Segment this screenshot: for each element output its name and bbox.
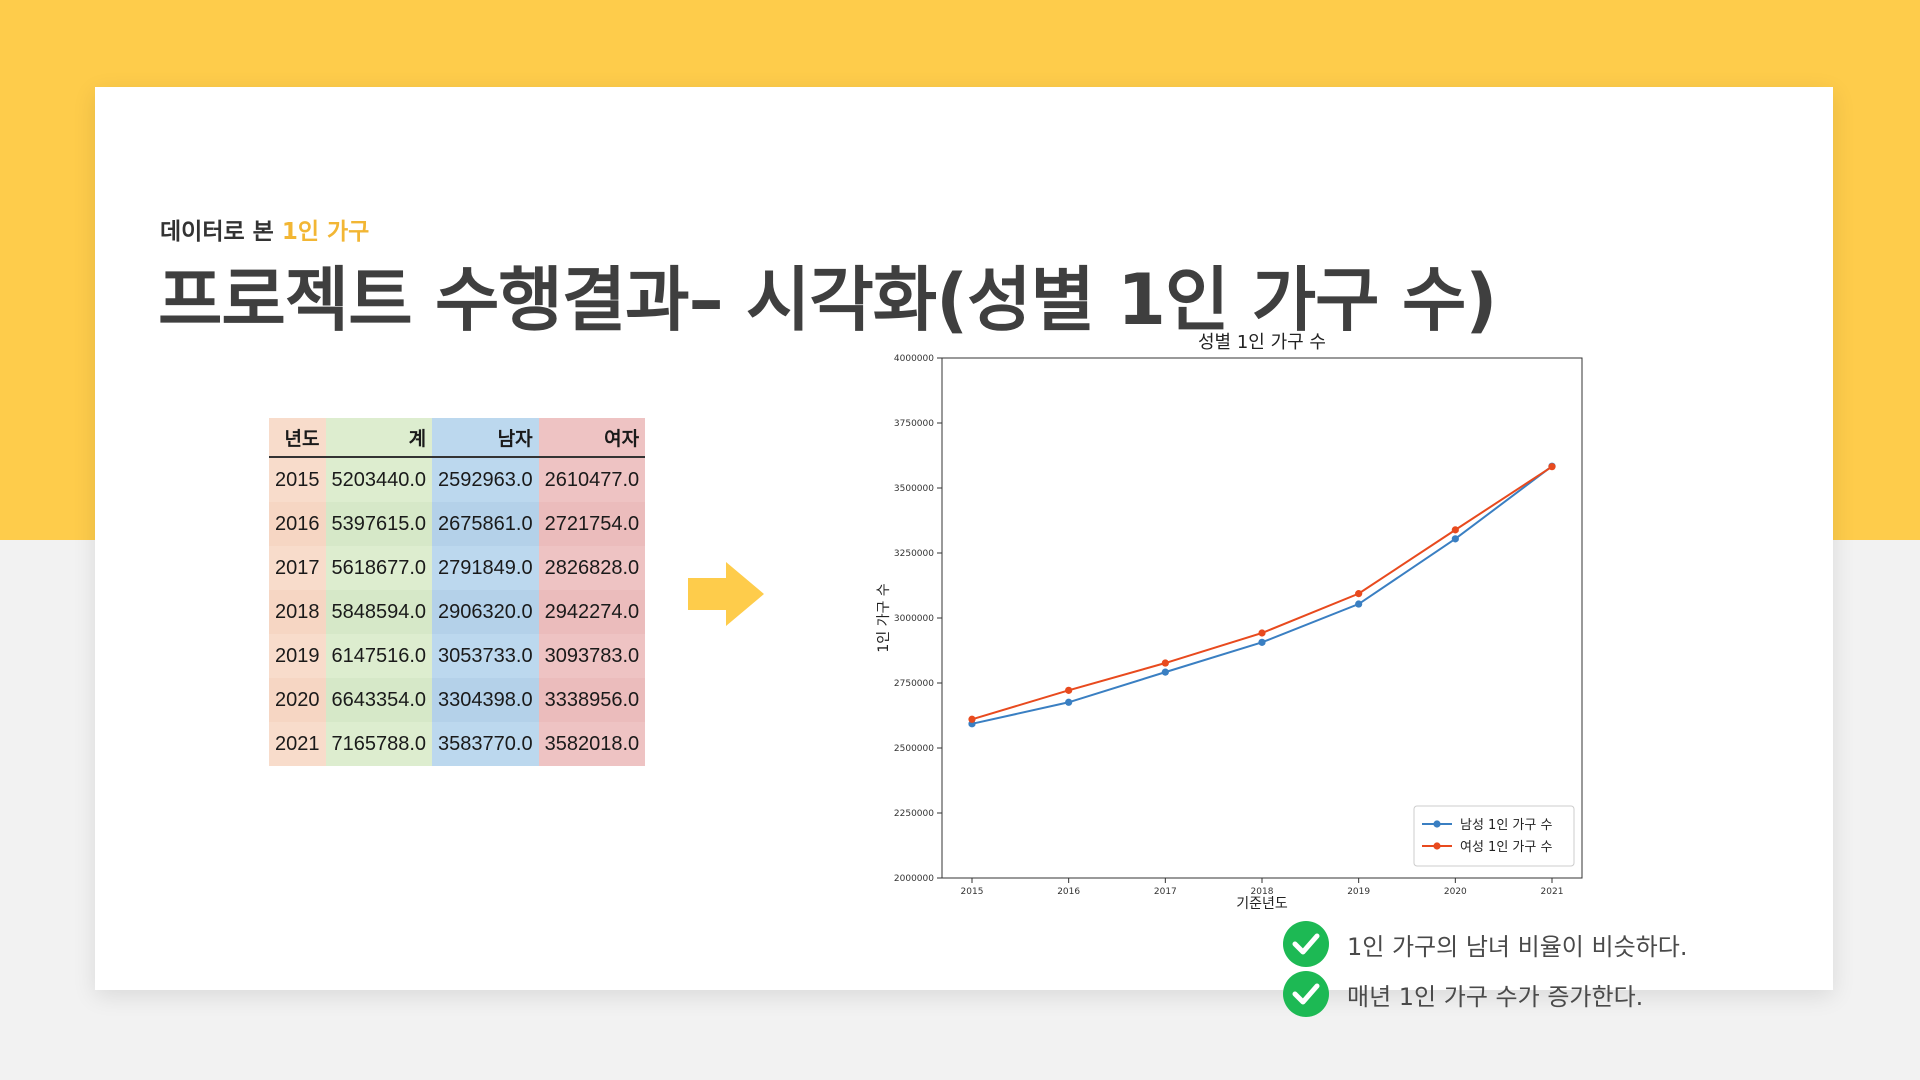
y-tick-label: 2500000 [894, 744, 934, 754]
table-row: 2019 6147516.0 3053733.0 3093783.0 [269, 634, 646, 678]
data-point [1355, 600, 1363, 608]
y-tick-label: 2750000 [894, 679, 934, 689]
table-row: 2018 5848594.0 2906320.0 2942274.0 [269, 590, 646, 634]
cell-year: 2020 [269, 678, 326, 722]
note-text: 1인 가구의 남녀 비율이 비슷하다. [1347, 932, 1688, 961]
cell-year: 2021 [269, 722, 326, 766]
x-tick-label: 2015 [961, 887, 984, 897]
page-title: 프로젝트 수행결과– 시각화(성별 1인 가구 수) [158, 259, 1497, 341]
plot-frame [941, 357, 1583, 879]
data-point [968, 715, 976, 723]
notes-list: 1인 가구의 남녀 비율이 비슷하다. 매년 1인 가구 수가 증가한다. [1283, 920, 1687, 1020]
cell-year: 2015 [269, 457, 326, 502]
cell-female: 2826828.0 [538, 546, 646, 590]
cell-female: 3582018.0 [538, 722, 646, 766]
cell-total: 5848594.0 [325, 590, 433, 634]
x-axis-label: 기준년도 [1236, 896, 1288, 912]
cell-total: 5203440.0 [325, 457, 433, 502]
y-tick-label: 3250000 [894, 549, 934, 559]
y-tick-label: 4000000 [894, 354, 934, 364]
cell-male: 3053733.0 [432, 634, 539, 678]
column-header-total: 계 [325, 418, 433, 458]
table-row: 2020 6643354.0 3304398.0 3338956.0 [269, 678, 646, 722]
cell-total: 6643354.0 [325, 678, 433, 722]
right-arrow-icon [688, 562, 764, 626]
column-header-male: 남자 [432, 418, 539, 458]
y-tick-label: 2250000 [894, 809, 934, 819]
cell-female: 2721754.0 [538, 502, 646, 546]
data-point [1258, 629, 1266, 637]
cell-year: 2017 [269, 546, 326, 590]
table-row: 2016 5397615.0 2675861.0 2721754.0 [269, 502, 646, 546]
check-circle-icon [1283, 921, 1329, 967]
legend-marker [1433, 842, 1441, 850]
cell-year: 2016 [269, 502, 326, 546]
x-tick-label: 2019 [1347, 887, 1370, 897]
cell-total: 5618677.0 [325, 546, 433, 590]
y-axis-label: 1인 가구 수 [876, 583, 892, 652]
subtitle-prefix: 데이터로 본 [160, 219, 282, 245]
data-point [1451, 535, 1459, 543]
column-header-year: 년도 [269, 418, 326, 458]
data-table: 년도 계 남자 여자 2015 5203440.0 2592963.0 2610… [269, 418, 646, 766]
cell-female: 2610477.0 [538, 457, 646, 502]
column-header-female: 여자 [538, 418, 646, 458]
cell-female: 3093783.0 [538, 634, 646, 678]
y-tick-label: 2000000 [894, 874, 934, 884]
cell-male: 3583770.0 [432, 722, 539, 766]
line-chart: 성별 1인 가구 수 2000000 2250000 2500000 2750000 30… [876, 332, 1583, 912]
legend-label: 남성 1인 가구 수 [1460, 818, 1552, 833]
data-point [1451, 526, 1459, 534]
cell-total: 5397615.0 [325, 502, 433, 546]
x-tick-label: 2020 [1444, 887, 1467, 897]
cell-year: 2019 [269, 634, 326, 678]
subtitle-accent: 1인 가구 [281, 219, 370, 245]
x-tick-label: 2021 [1541, 887, 1564, 897]
table-row: 2017 5618677.0 2791849.0 2826828.0 [269, 546, 646, 590]
series-line-male [971, 465, 1553, 725]
chart-title: 성별 1인 가구 수 [1198, 332, 1326, 353]
note-text: 매년 1인 가구 수가 증가한다. [1347, 982, 1644, 1011]
y-tick-label: 3750000 [894, 419, 934, 429]
cell-total: 7165788.0 [325, 722, 433, 766]
cell-male: 2906320.0 [432, 590, 539, 634]
data-point [1161, 659, 1169, 667]
legend-marker [1433, 820, 1441, 828]
table-header-row: 년도 계 남자 여자 [269, 418, 646, 458]
legend-box [1413, 805, 1575, 867]
note-item: 매년 1인 가구 수가 증가한다. [1283, 970, 1687, 1018]
section-subtitle: 데이터로 본 1인 가구 [160, 212, 369, 246]
x-tick-label: 2016 [1057, 887, 1080, 897]
data-point [1065, 686, 1073, 694]
table-row: 2015 5203440.0 2592963.0 2610477.0 [269, 457, 646, 502]
cell-female: 3338956.0 [538, 678, 646, 722]
cell-female: 2942274.0 [538, 590, 646, 634]
series-line-female [971, 465, 1553, 721]
cell-male: 3304398.0 [432, 678, 539, 722]
note-item: 1인 가구의 남녀 비율이 비슷하다. [1283, 920, 1687, 968]
y-tick-label: 3000000 [894, 614, 934, 624]
legend-label: 여성 1인 가구 수 [1460, 840, 1552, 855]
x-tick-label: 2017 [1154, 887, 1177, 897]
cell-male: 2791849.0 [432, 546, 539, 590]
data-point [1065, 698, 1073, 706]
x-tick-label: 2018 [1251, 887, 1274, 897]
cell-male: 2675861.0 [432, 502, 539, 546]
cell-year: 2018 [269, 590, 326, 634]
data-point [1258, 638, 1266, 646]
data-point [1548, 463, 1556, 471]
data-point [1161, 668, 1169, 676]
cell-male: 2592963.0 [432, 457, 539, 502]
check-circle-icon [1283, 971, 1329, 1017]
table-row: 2021 7165788.0 3583770.0 3582018.0 [269, 722, 646, 766]
data-point [1355, 590, 1363, 598]
y-tick-label: 3500000 [894, 484, 934, 494]
cell-total: 6147516.0 [325, 634, 433, 678]
